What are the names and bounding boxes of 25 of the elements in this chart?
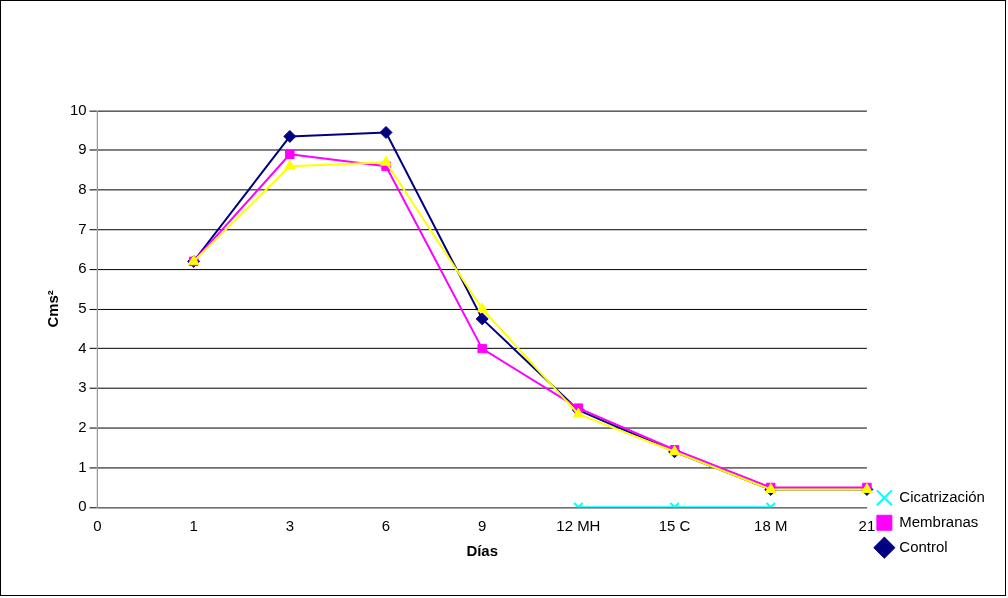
legend-label: Control [899, 537, 948, 555]
x-tick-label: 0 [93, 517, 102, 535]
y-tick-label: 5 [78, 299, 87, 317]
y-axis-title: Cms² [44, 290, 62, 328]
x-tick-label: 15 C [658, 517, 691, 535]
x-tick-label: 12 MH [556, 517, 601, 535]
y-tick-label: 6 [78, 259, 87, 277]
legend-label: Cicatrización [899, 487, 985, 505]
x-tick-label: 9 [478, 517, 487, 535]
y-tick-label: 7 [78, 219, 87, 237]
legend-label: Membranas [899, 512, 979, 530]
x-axis-title: Días [466, 542, 498, 560]
y-tick-label: 9 [78, 140, 87, 158]
y-tick-label: 3 [78, 378, 87, 396]
x-tick-label: 3 [285, 517, 295, 535]
y-tick-label: 8 [78, 180, 87, 198]
y-tick-label: 0 [78, 497, 87, 515]
x-tick-label: 18 M [754, 517, 788, 535]
y-tick-label: 4 [78, 338, 87, 356]
y-tick-label: 1 [78, 457, 87, 475]
x-tick-label: 21 [858, 517, 876, 535]
y-tick-label: 2 [78, 418, 87, 436]
x-tick-label: 1 [189, 517, 198, 535]
x-tick-label: 6 [381, 517, 391, 535]
y-tick-label: 10 [69, 100, 87, 118]
